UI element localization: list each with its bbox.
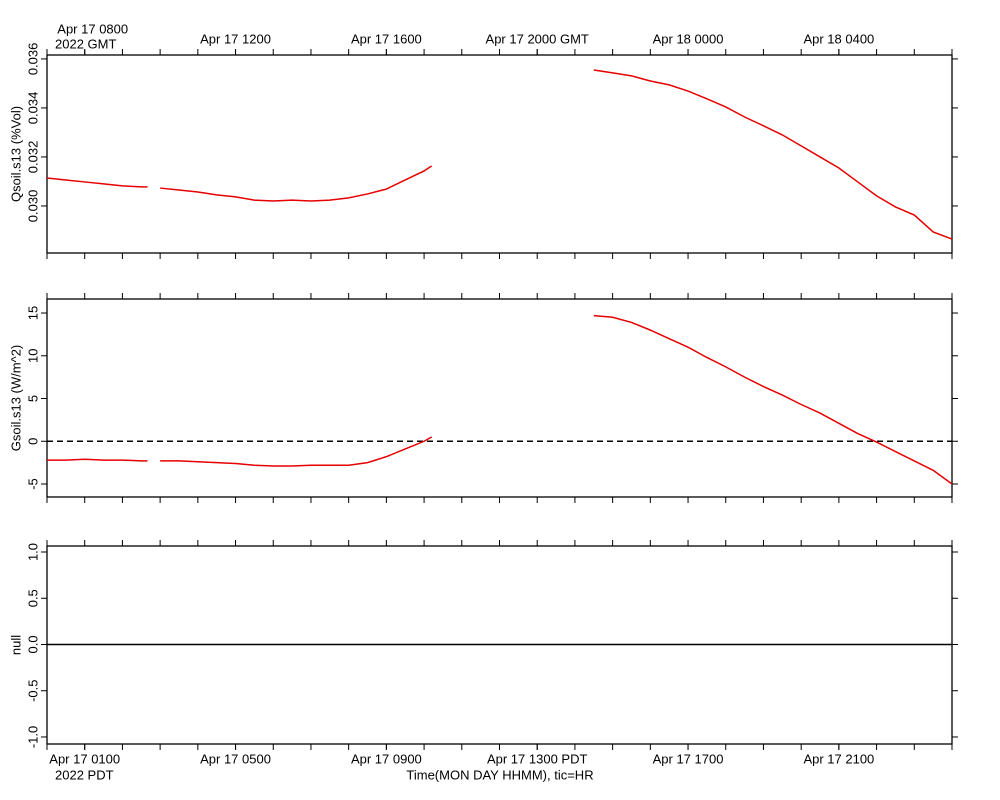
- data-line: [47, 314, 953, 485]
- x-tick-label: Apr 17 2000 GMT: [486, 31, 589, 46]
- y-tick-label: -0.5: [25, 680, 40, 702]
- y-tick-label: 5: [25, 395, 40, 402]
- y-tick-label: -5: [25, 478, 40, 490]
- x-tick-label: Apr 17 1300 PDT: [487, 751, 588, 766]
- y-axis-label: Gsoil.s13 (W/m^2): [8, 345, 23, 452]
- x-tick-label: Apr 18 0000: [653, 31, 724, 46]
- plot-frame: [46, 298, 953, 498]
- x-tick-label: Apr 17 0900: [351, 751, 422, 766]
- x-tick-label: Apr 17 1700: [653, 751, 724, 766]
- x-tick-label: Apr 18 0400: [803, 31, 874, 46]
- y-axis-label: Qsoil.s13 (%Vol): [8, 106, 23, 202]
- x-axis-note: 2022 GMT: [55, 36, 116, 51]
- y-tick-label: 0.036: [25, 43, 40, 76]
- y-tick-label: 0.032: [25, 141, 40, 174]
- y-tick-label: 0.5: [25, 589, 40, 607]
- data-line: [46, 69, 953, 240]
- x-tick-label: Apr 17 1600: [351, 31, 422, 46]
- x-tick-label: Apr 17 2100: [803, 751, 874, 766]
- x-axis-label: Time(MON DAY HHMM), tic=HR: [406, 767, 593, 782]
- y-tick-label: 0.030: [25, 190, 40, 223]
- y-tick-label: 1.0: [25, 543, 40, 561]
- y-tick-label: -1.0: [25, 726, 40, 748]
- y-tick-label: 10: [25, 349, 40, 363]
- y-tick-label: 15: [25, 306, 40, 320]
- y-tick-label: 0.0: [25, 635, 40, 653]
- y-tick-label: 0: [25, 438, 40, 445]
- y-tick-label: 0.034: [25, 92, 40, 125]
- x-tick-label: Apr 17 1200: [200, 31, 271, 46]
- x-tick-label: Apr 17 0800: [57, 21, 128, 36]
- x-tick-label: Apr 17 0100: [49, 751, 120, 766]
- x-tick-label: Apr 17 0500: [200, 751, 271, 766]
- y-axis-label: null: [8, 635, 23, 655]
- x-axis-note: 2022 PDT: [55, 767, 114, 782]
